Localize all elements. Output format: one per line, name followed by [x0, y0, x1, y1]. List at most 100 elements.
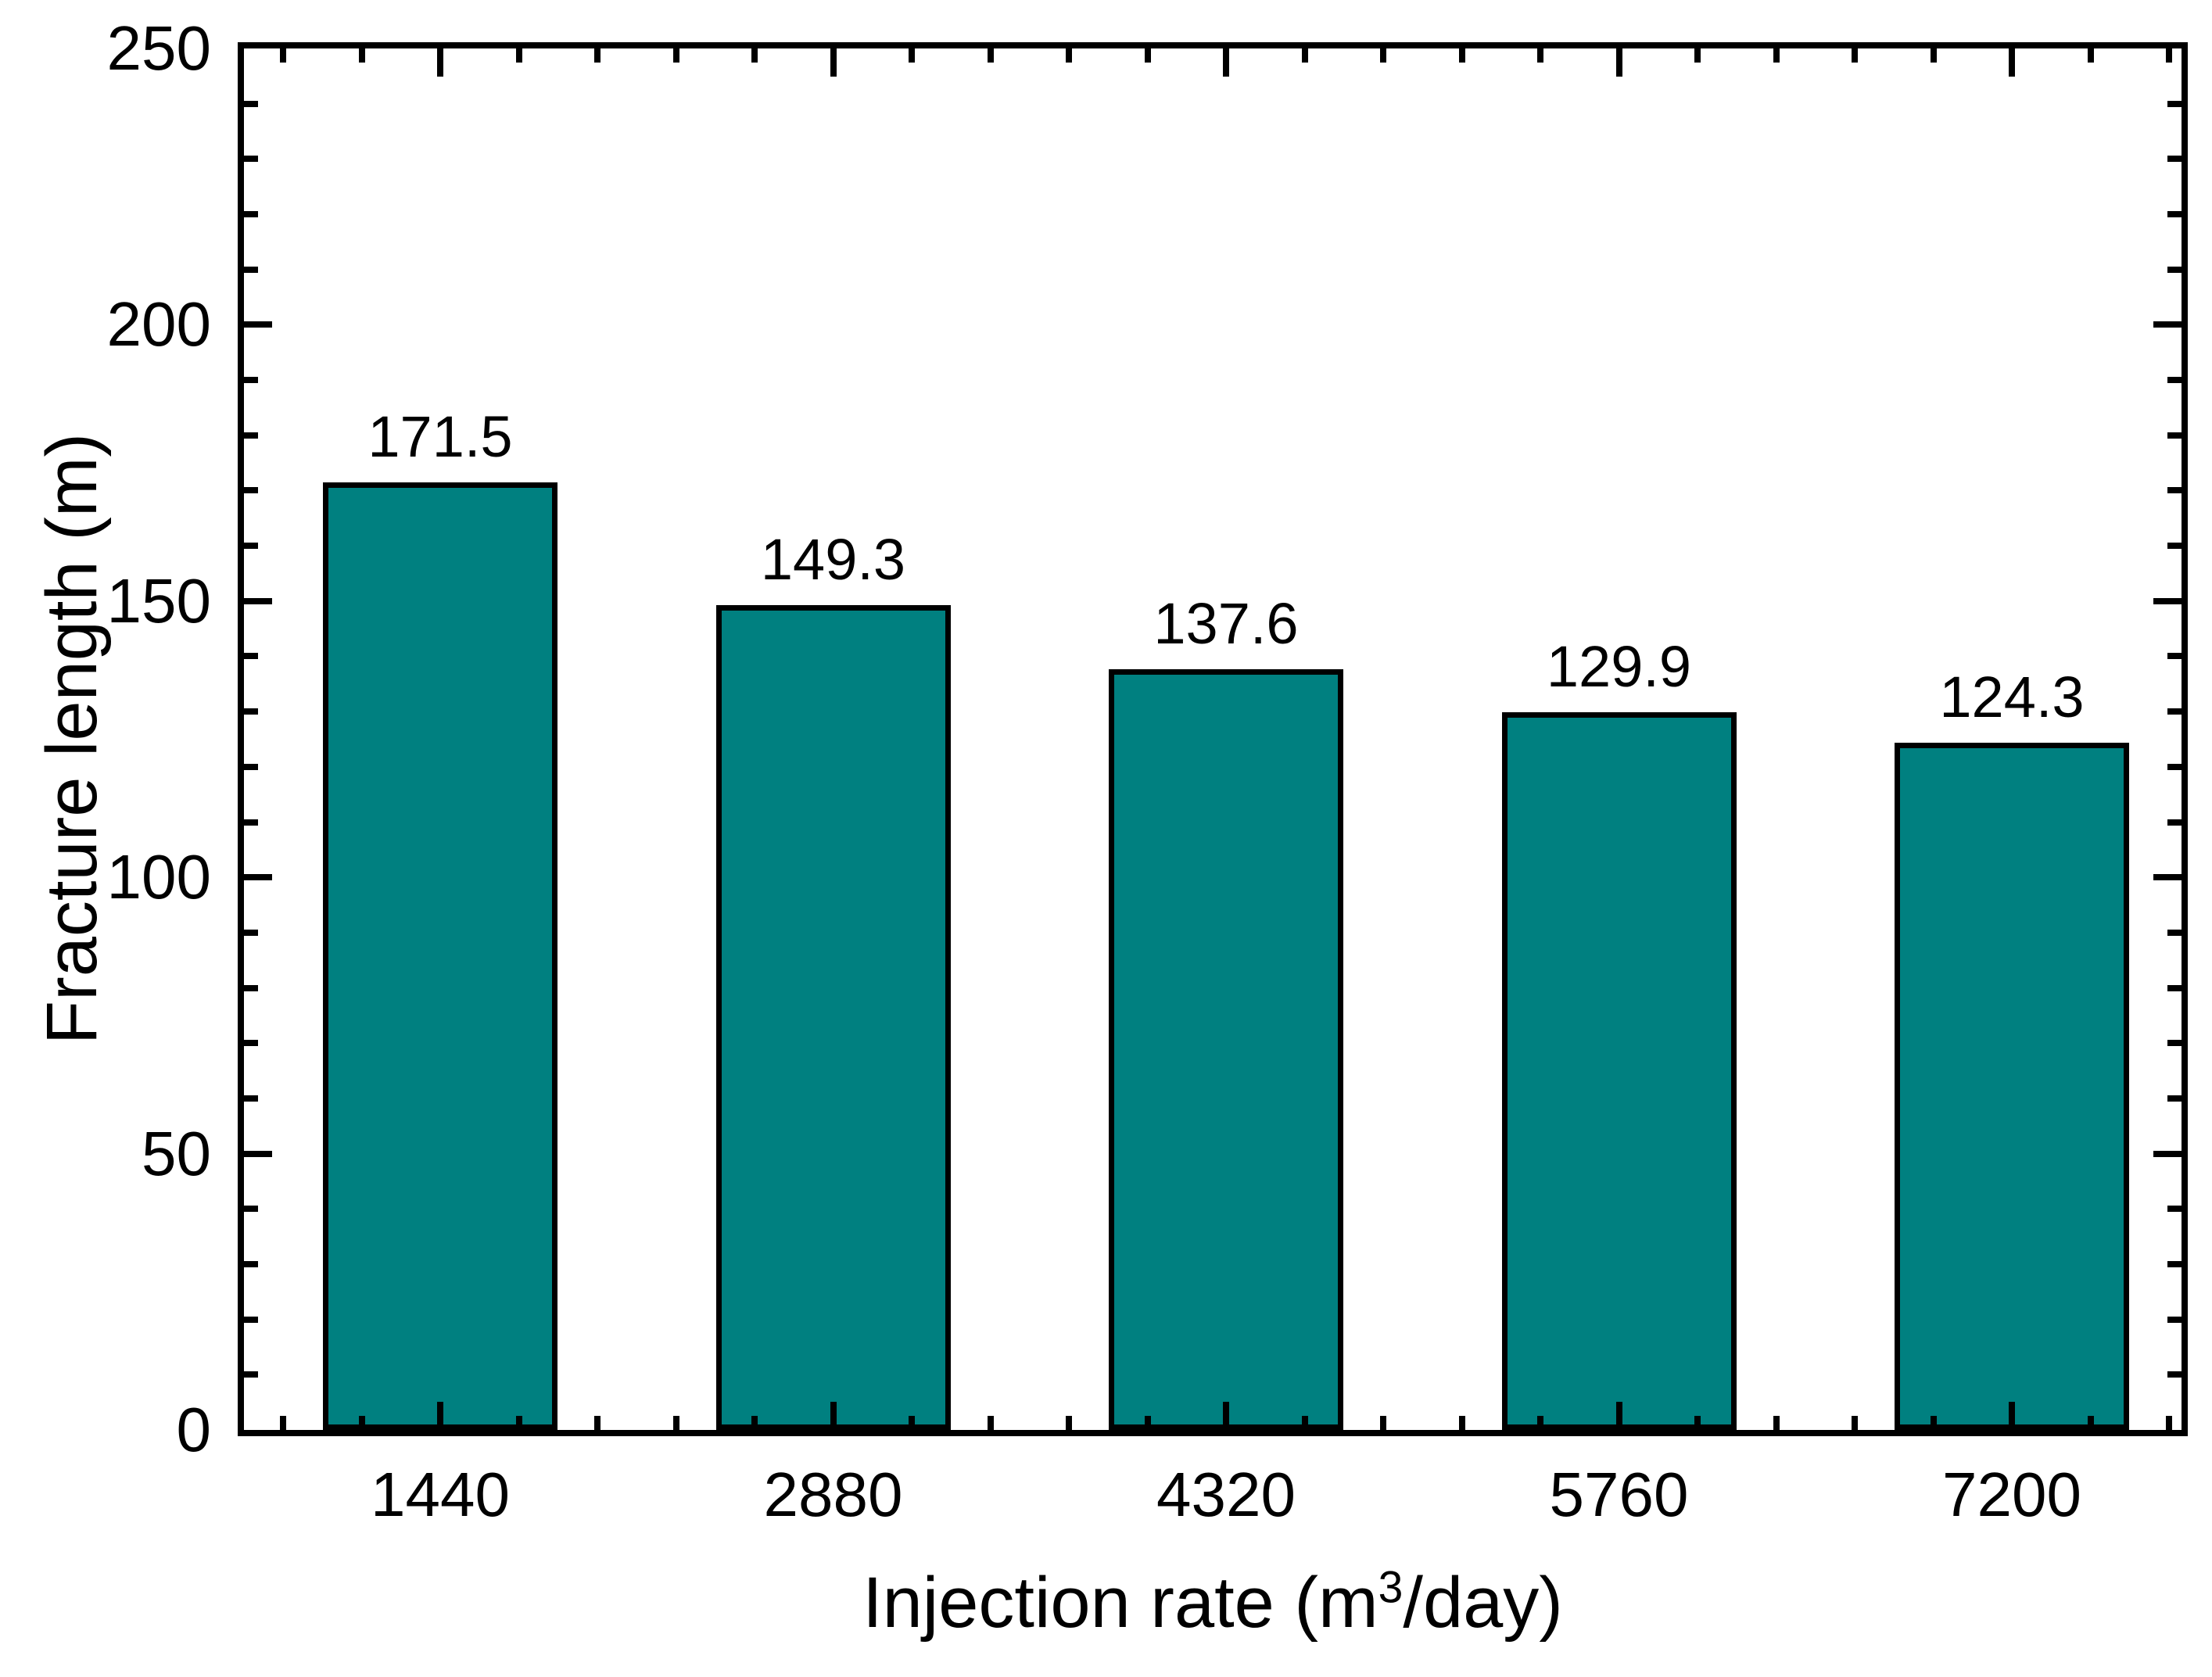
y-minor-tick: [244, 543, 258, 550]
x-axis-title: Injection rate (m3/day): [862, 1561, 1563, 1645]
x-major-tick: [2009, 48, 2015, 77]
x-tick-label: 4320: [1156, 1460, 1296, 1529]
y-minor-tick: [2167, 1371, 2182, 1378]
x-minor-tick: [1066, 1416, 1072, 1430]
x-minor-tick: [987, 1416, 994, 1430]
y-minor-tick: [2167, 266, 2182, 273]
x-major-tick: [830, 48, 837, 77]
y-minor-tick: [2167, 708, 2182, 715]
y-minor-tick: [244, 100, 258, 107]
y-minor-tick: [244, 1206, 258, 1213]
bar-5760: [1501, 712, 1737, 1430]
plot-area: [238, 42, 2188, 1436]
x-minor-tick: [1537, 1416, 1543, 1430]
x-minor-tick: [2166, 48, 2172, 63]
x-tick-label: 5760: [1549, 1460, 1689, 1529]
y-tick-label: 200: [106, 289, 211, 360]
x-minor-tick: [672, 48, 679, 63]
x-minor-tick: [1301, 1416, 1308, 1430]
y-minor-tick: [244, 156, 258, 163]
y-major-tick: [244, 1150, 272, 1157]
y-minor-tick: [2167, 377, 2182, 384]
x-minor-tick: [594, 1416, 601, 1430]
y-tick-label: 50: [142, 1118, 211, 1188]
x-minor-tick: [1537, 48, 1543, 63]
x-axis-title-superscript: 3: [1378, 1562, 1404, 1613]
x-minor-tick: [1694, 1416, 1701, 1430]
y-minor-tick: [244, 211, 258, 218]
y-minor-tick: [2167, 487, 2182, 494]
y-minor-tick: [244, 984, 258, 991]
x-minor-tick: [751, 1416, 758, 1430]
x-minor-tick: [515, 1416, 522, 1430]
y-minor-tick: [2167, 432, 2182, 439]
x-minor-tick: [1380, 48, 1386, 63]
y-minor-tick: [2167, 984, 2182, 991]
x-minor-tick: [594, 48, 601, 63]
y-major-tick: [2153, 321, 2182, 328]
x-major-tick: [1223, 48, 1229, 77]
y-minor-tick: [2167, 1316, 2182, 1323]
y-minor-tick: [2167, 543, 2182, 550]
y-minor-tick: [244, 487, 258, 494]
x-minor-tick: [672, 1416, 679, 1430]
bar-7200: [1895, 743, 2129, 1430]
x-minor-tick: [1458, 1416, 1465, 1430]
x-minor-tick: [909, 48, 915, 63]
x-minor-tick: [1773, 48, 1780, 63]
y-minor-tick: [2167, 653, 2182, 660]
y-tick-label: 0: [176, 1395, 212, 1464]
x-major-tick: [437, 48, 443, 77]
y-minor-tick: [244, 819, 258, 826]
y-minor-tick: [2167, 1095, 2182, 1102]
x-axis-title-suffix: /day): [1403, 1563, 1563, 1643]
y-minor-tick: [244, 1040, 258, 1047]
plot-inner: [244, 48, 2182, 1430]
x-minor-tick: [1694, 48, 1701, 63]
x-minor-tick: [1066, 48, 1072, 63]
x-minor-tick: [1852, 48, 1858, 63]
y-minor-tick: [244, 763, 258, 770]
y-minor-tick: [244, 1371, 258, 1378]
y-major-tick: [244, 321, 272, 328]
x-minor-tick: [1930, 48, 1937, 63]
y-minor-tick: [2167, 763, 2182, 770]
y-minor-tick: [2167, 929, 2182, 936]
x-minor-tick: [358, 48, 365, 63]
x-tick-label: 2880: [763, 1460, 903, 1529]
bar-2880: [715, 605, 951, 1430]
y-major-tick: [244, 597, 272, 604]
y-axis-title: Fracture length (m): [32, 432, 112, 1045]
y-minor-tick: [244, 432, 258, 439]
x-axis-title-prefix: Injection rate (m: [862, 1563, 1378, 1643]
x-minor-tick: [1852, 1416, 1858, 1430]
x-minor-tick: [1301, 48, 1308, 63]
x-major-tick: [437, 1402, 443, 1430]
y-minor-tick: [244, 377, 258, 384]
x-minor-tick: [1458, 48, 1465, 63]
x-minor-tick: [2087, 1416, 2094, 1430]
x-minor-tick: [1380, 1416, 1386, 1430]
x-major-tick: [1223, 1402, 1229, 1430]
y-minor-tick: [244, 708, 258, 715]
x-minor-tick: [1930, 1416, 1937, 1430]
x-minor-tick: [2166, 1416, 2172, 1430]
y-minor-tick: [244, 266, 258, 273]
y-major-tick: [2153, 597, 2182, 604]
y-minor-tick: [2167, 1260, 2182, 1267]
y-minor-tick: [244, 1095, 258, 1102]
y-minor-tick: [244, 653, 258, 660]
bar-4320: [1109, 669, 1343, 1430]
y-major-tick: [244, 874, 272, 881]
bar-1440: [323, 482, 557, 1430]
x-major-tick: [1615, 1402, 1622, 1430]
y-minor-tick: [2167, 1206, 2182, 1213]
y-minor-tick: [2167, 1040, 2182, 1047]
y-major-tick: [2153, 1150, 2182, 1157]
y-minor-tick: [2167, 819, 2182, 826]
x-minor-tick: [1773, 1416, 1780, 1430]
x-minor-tick: [1144, 1416, 1151, 1430]
x-minor-tick: [280, 48, 286, 63]
x-minor-tick: [358, 1416, 365, 1430]
